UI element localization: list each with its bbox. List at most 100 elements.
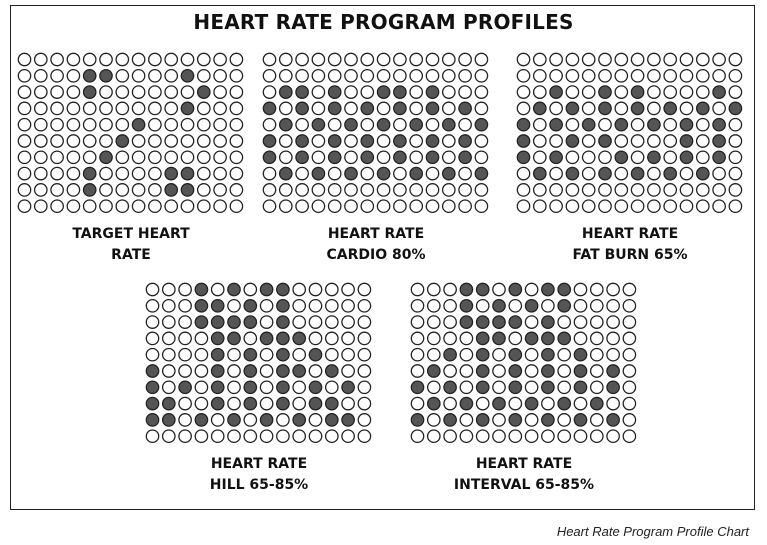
dot-empty: [647, 183, 661, 197]
dot-empty: [115, 166, 130, 181]
dot-empty: [229, 52, 244, 67]
dot-empty: [66, 52, 81, 67]
dot-empty: [324, 347, 339, 362]
dot-empty: [557, 429, 572, 444]
dot-empty: [148, 85, 162, 99]
dot-empty: [606, 396, 620, 411]
dot-filled: [180, 68, 195, 83]
dot-empty: [292, 298, 307, 313]
dot-filled: [565, 166, 580, 181]
dot-empty: [196, 101, 211, 116]
dot-empty: [327, 117, 342, 132]
profile-fat-burn: [516, 52, 744, 220]
profile-label-line2: CARDIO 80%: [326, 247, 426, 263]
dot-empty: [311, 52, 326, 67]
dot-empty: [213, 117, 227, 132]
dot-filled: [492, 396, 506, 411]
dot-filled: [663, 166, 678, 181]
dot-empty: [443, 315, 457, 329]
dot-empty: [17, 183, 32, 197]
dot-empty: [308, 298, 323, 313]
chart-title: HEART RATE PROGRAM PROFILES: [193, 10, 574, 34]
dot-empty: [327, 52, 342, 67]
dot-filled: [541, 413, 555, 427]
dot-empty: [458, 85, 472, 99]
dot-filled: [243, 364, 258, 378]
dot-filled: [712, 134, 726, 148]
dot-empty: [115, 117, 130, 132]
dot-empty: [164, 117, 179, 132]
dot-empty: [131, 183, 146, 197]
dot-empty: [229, 134, 244, 148]
profile-label: HEART RATE HILL 65-85%: [145, 454, 373, 496]
dot-empty: [344, 85, 358, 99]
dot-filled: [459, 315, 474, 329]
dot-empty: [441, 85, 456, 99]
dot-empty: [308, 413, 323, 427]
dot-empty: [516, 101, 531, 116]
dot-empty: [409, 101, 424, 116]
dot-empty: [259, 298, 274, 313]
dot-filled: [647, 117, 661, 132]
profile-label-line1: HEART RATE: [475, 456, 573, 472]
dot-empty: [295, 52, 309, 67]
dot-empty: [581, 101, 596, 116]
dot-empty: [360, 117, 375, 132]
dot-empty: [458, 52, 472, 67]
dot-empty: [50, 166, 64, 181]
dot-empty: [161, 315, 176, 329]
dot-empty: [50, 199, 64, 214]
dot-empty: [262, 117, 277, 132]
dot-empty: [262, 85, 277, 99]
dot-empty: [712, 183, 726, 197]
dot-empty: [278, 183, 293, 197]
dot-filled: [459, 396, 474, 411]
dot-filled: [443, 413, 457, 427]
dot-empty: [663, 117, 678, 132]
dot-filled: [82, 166, 97, 181]
dot-filled: [178, 380, 192, 395]
dot-filled: [327, 134, 342, 148]
dot-empty: [532, 134, 547, 148]
dot-filled: [549, 150, 563, 165]
dot-filled: [311, 166, 326, 181]
dot-empty: [492, 364, 506, 378]
dot-empty: [66, 85, 81, 99]
dot-empty: [295, 199, 309, 214]
dot-empty: [614, 199, 629, 214]
dot-empty: [259, 347, 274, 362]
dot-filled: [663, 101, 678, 116]
dot-filled: [606, 380, 620, 395]
dot-empty: [712, 52, 726, 67]
dot-filled: [360, 150, 375, 165]
dot-empty: [459, 364, 474, 378]
dot-empty: [622, 315, 637, 329]
dot-filled: [630, 166, 645, 181]
dot-empty: [622, 331, 637, 346]
dot-empty: [426, 331, 441, 346]
dot-empty: [66, 199, 81, 214]
dot-filled: [409, 117, 424, 132]
dot-empty: [474, 101, 489, 116]
dot-filled: [227, 315, 241, 329]
dot-filled: [210, 380, 225, 395]
dot-empty: [614, 166, 629, 181]
dot-empty: [581, 85, 596, 99]
dot-filled: [679, 134, 694, 148]
dot-empty: [728, 134, 743, 148]
dot-filled: [459, 282, 474, 297]
dot-filled: [210, 396, 225, 411]
dot-empty: [532, 68, 547, 83]
dot-empty: [647, 68, 661, 83]
dot-empty: [647, 52, 661, 67]
dot-empty: [409, 134, 424, 148]
dot-empty: [549, 134, 563, 148]
dot-empty: [295, 68, 309, 83]
dot-empty: [441, 183, 456, 197]
dot-empty: [581, 52, 596, 67]
dot-filled: [82, 183, 97, 197]
dot-empty: [278, 101, 293, 116]
dot-empty: [425, 68, 440, 83]
dot-grid: [17, 52, 244, 214]
dot-empty: [33, 68, 48, 83]
